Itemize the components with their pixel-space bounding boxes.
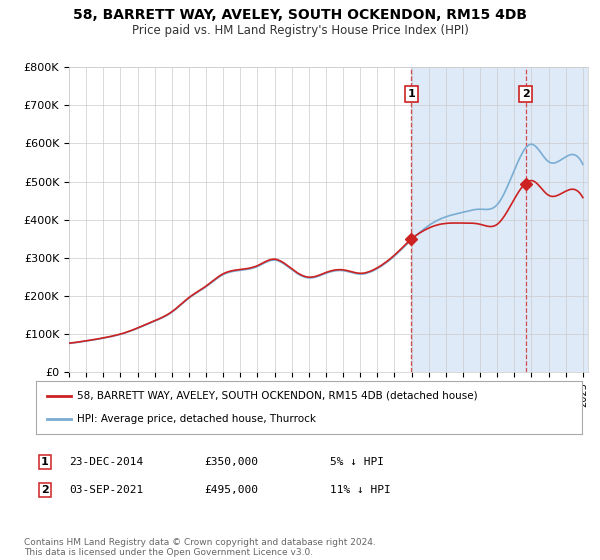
Text: 11% ↓ HPI: 11% ↓ HPI bbox=[330, 485, 391, 495]
Bar bbox=[411, 67, 588, 372]
Text: 1: 1 bbox=[41, 457, 49, 467]
Text: 58, BARRETT WAY, AVELEY, SOUTH OCKENDON, RM15 4DB: 58, BARRETT WAY, AVELEY, SOUTH OCKENDON,… bbox=[73, 8, 527, 22]
Text: 58, BARRETT WAY, AVELEY, SOUTH OCKENDON, RM15 4DB (detached house): 58, BARRETT WAY, AVELEY, SOUTH OCKENDON,… bbox=[77, 391, 478, 401]
Text: HPI: Average price, detached house, Thurrock: HPI: Average price, detached house, Thur… bbox=[77, 414, 316, 424]
Text: 2: 2 bbox=[41, 485, 49, 495]
Text: 2: 2 bbox=[522, 89, 530, 99]
Text: 5% ↓ HPI: 5% ↓ HPI bbox=[330, 457, 384, 467]
Text: Contains HM Land Registry data © Crown copyright and database right 2024.
This d: Contains HM Land Registry data © Crown c… bbox=[24, 538, 376, 557]
Text: 23-DEC-2014: 23-DEC-2014 bbox=[69, 457, 143, 467]
Text: £495,000: £495,000 bbox=[204, 485, 258, 495]
Text: 03-SEP-2021: 03-SEP-2021 bbox=[69, 485, 143, 495]
Text: Price paid vs. HM Land Registry's House Price Index (HPI): Price paid vs. HM Land Registry's House … bbox=[131, 24, 469, 37]
Text: 1: 1 bbox=[407, 89, 415, 99]
Text: £350,000: £350,000 bbox=[204, 457, 258, 467]
